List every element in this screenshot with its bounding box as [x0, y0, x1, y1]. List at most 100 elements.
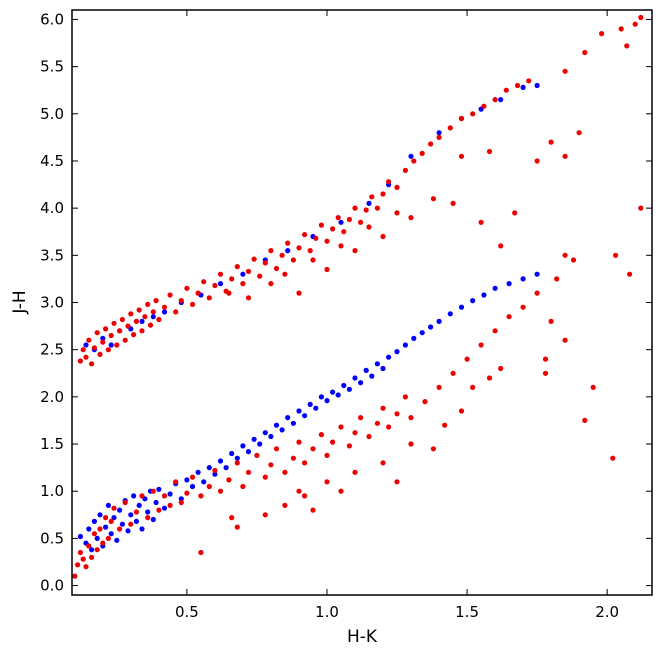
data-point-red-178 [346, 443, 352, 449]
y-tick-label: 1.5 [40, 435, 64, 453]
data-point-blue-40 [119, 521, 125, 527]
data-point-blue-107 [520, 276, 526, 282]
data-point-blue-35 [105, 502, 111, 508]
data-point-red-143 [117, 526, 123, 532]
data-point-blue-99 [428, 324, 434, 330]
data-point-blue-58 [184, 477, 190, 483]
data-point-red-94 [380, 233, 386, 240]
data-point-red-86 [268, 281, 274, 287]
data-point-red-184 [386, 424, 392, 430]
data-point-red-46 [257, 273, 263, 279]
data-point-red-44 [245, 268, 252, 274]
data-point-red-60 [335, 215, 341, 221]
data-point-red-192 [478, 342, 484, 348]
data-point-blue-85 [335, 392, 341, 398]
data-point-blue-3 [108, 342, 114, 348]
data-point-red-93 [366, 224, 372, 230]
data-point-red-154 [178, 499, 184, 506]
data-point-blue-34 [103, 524, 109, 530]
data-point-blue-72 [262, 430, 268, 436]
data-point-red-34 [189, 301, 196, 307]
data-point-red-214 [234, 524, 240, 530]
data-point-red-75 [436, 134, 442, 140]
data-point-red-198 [394, 479, 400, 485]
data-point-blue-36 [108, 531, 114, 537]
data-point-red-3 [86, 337, 92, 343]
data-point-red-148 [145, 515, 151, 521]
data-point-red-29 [161, 304, 168, 310]
data-point-blue-23 [498, 97, 504, 103]
data-point-red-181 [366, 433, 372, 440]
data-point-blue-44 [131, 493, 137, 499]
data-point-red-32 [178, 298, 184, 304]
data-point-blue-52 [153, 499, 159, 506]
data-point-red-82 [514, 82, 521, 89]
data-point-red-79 [481, 103, 487, 109]
data-point-red-92 [352, 248, 358, 254]
data-point-red-176 [330, 439, 336, 445]
data-point-blue-103 [470, 298, 476, 304]
data-point-blue-6 [139, 318, 145, 324]
data-point-red-112 [512, 210, 518, 216]
data-point-blue-47 [139, 526, 145, 532]
data-point-blue-95 [394, 349, 400, 355]
data-point-blue-38 [114, 537, 120, 543]
y-tick-label: 3.5 [40, 246, 64, 264]
data-point-red-118 [570, 257, 577, 263]
data-point-red-190 [450, 370, 456, 376]
data-point-red-169 [282, 469, 288, 475]
data-point-blue-45 [133, 518, 139, 525]
x-tick-label: 1.0 [315, 603, 339, 621]
data-point-red-165 [254, 452, 260, 458]
data-point-blue-31 [94, 535, 100, 542]
data-point-red-186 [402, 394, 408, 400]
data-point-red-26 [150, 309, 156, 315]
data-point-red-76 [447, 125, 453, 131]
data-point-red-0 [77, 358, 83, 364]
data-point-red-103 [562, 68, 568, 74]
data-point-red-85 [245, 295, 252, 301]
data-point-red-195 [520, 304, 526, 310]
data-point-blue-97 [411, 335, 417, 341]
data-point-red-73 [419, 150, 425, 156]
data-point-red-100 [498, 243, 504, 249]
data-point-blue-79 [302, 413, 308, 419]
data-point-red-61 [341, 229, 347, 235]
data-point-red-97 [430, 196, 436, 202]
data-point-red-128 [72, 573, 78, 579]
data-point-red-48 [268, 248, 274, 254]
data-point-red-166 [262, 474, 268, 480]
data-point-red-180 [358, 415, 364, 421]
data-point-blue-69 [245, 449, 252, 455]
ticks-layer: 0.5 1.0 1.5 2.0 0.0 0.5 1.0 1.5 2.0 2.5 3.0 3.5 4.0 4… [40, 10, 652, 621]
data-point-red-15 [119, 316, 125, 323]
data-point-red-57 [318, 222, 324, 228]
data-point-red-7 [97, 351, 103, 357]
data-point-red-41 [229, 276, 235, 282]
data-point-red-104 [582, 49, 588, 56]
data-point-blue-105 [492, 285, 498, 291]
data-point-red-45 [251, 256, 257, 262]
data-point-blue-101 [447, 311, 453, 317]
data-point-blue-63 [212, 471, 218, 477]
data-point-red-216 [296, 488, 302, 494]
data-point-red-157 [198, 493, 204, 499]
data-point-red-153 [173, 479, 179, 485]
data-point-red-126 [562, 252, 568, 258]
data-point-blue-7 [150, 314, 156, 320]
data-point-blue-108 [534, 271, 540, 277]
data-point-blue-93 [380, 365, 386, 372]
data-point-blue-90 [363, 367, 369, 373]
data-point-red-84 [226, 290, 232, 296]
data-point-red-191 [464, 356, 470, 362]
data-point-red-197 [380, 460, 386, 466]
data-point-red-19 [131, 332, 137, 338]
x-tick-label: 2.0 [595, 603, 619, 621]
data-point-red-183 [380, 405, 386, 411]
data-point-red-90 [324, 266, 330, 273]
data-point-red-14 [117, 328, 123, 334]
data-point-blue-46 [136, 502, 142, 508]
data-point-red-136 [94, 547, 100, 553]
data-point-blue-25 [534, 82, 540, 89]
data-point-red-72 [411, 158, 417, 164]
